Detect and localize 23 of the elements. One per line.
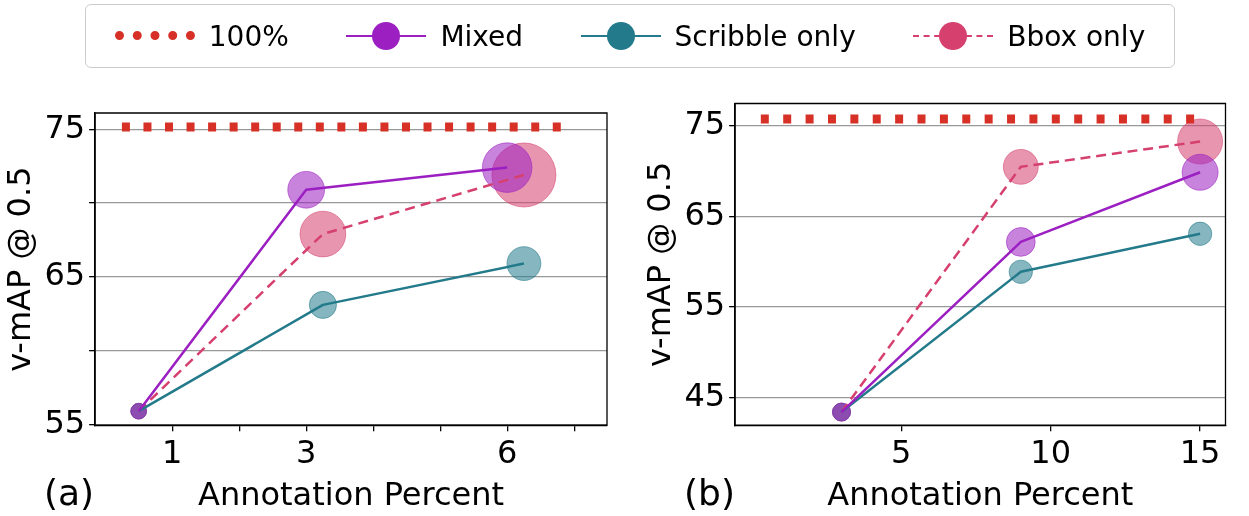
y-tick-label: 65 xyxy=(684,194,726,233)
legend-label: Mixed xyxy=(440,19,524,53)
x-tick-label: 6 xyxy=(496,432,518,471)
y-axis-title: v-mAP @ 0.5 xyxy=(639,161,678,367)
x-tick-label: 15 xyxy=(1179,432,1221,471)
y-tick-label: 55 xyxy=(684,285,726,324)
legend-label: Bbox only xyxy=(1007,19,1146,53)
x-tick-label: 5 xyxy=(891,432,912,471)
x-axis-title: Annotation Percent xyxy=(198,475,505,514)
y-tick-label: 45 xyxy=(684,375,726,414)
legend-label: 100% xyxy=(208,19,289,53)
y-tick-label: 55 xyxy=(44,402,86,441)
x-tick-label: 10 xyxy=(1030,432,1072,471)
text: (b) xyxy=(684,472,735,514)
y-tick-label: 75 xyxy=(684,104,726,143)
x-tick-label: 3 xyxy=(295,432,317,471)
x-tick-label: 1 xyxy=(161,432,183,471)
x-axis-title: Annotation Percent xyxy=(827,475,1134,514)
y-axis-title: v-mAP @ 0.5 xyxy=(0,166,38,372)
y-tick-label: 65 xyxy=(44,255,86,294)
y-tick-label: 75 xyxy=(44,107,86,146)
legend-label: Scribble only xyxy=(674,19,856,53)
text: (a) xyxy=(44,472,95,514)
